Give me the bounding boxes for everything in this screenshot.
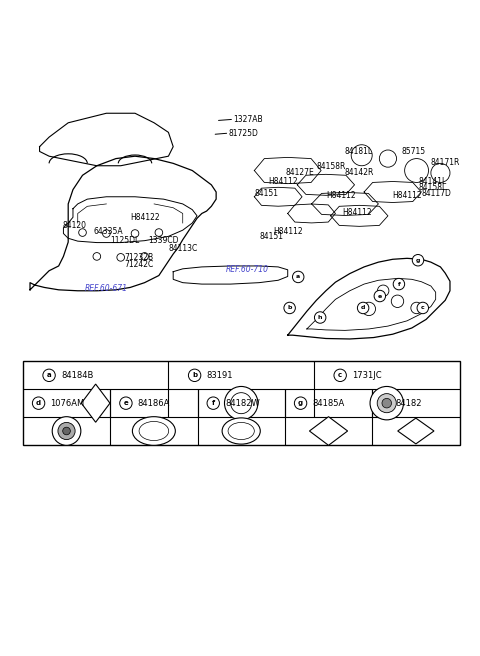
Circle shape [52,417,81,445]
Circle shape [231,393,252,414]
Text: H84112: H84112 [326,192,356,200]
Text: H84112: H84112 [393,192,422,200]
Circle shape [79,229,86,236]
Text: H84112: H84112 [269,176,298,186]
Text: 1339CD: 1339CD [148,236,179,245]
Text: 84181L: 84181L [345,147,373,156]
Text: 81725D: 81725D [228,129,258,138]
Text: 84184B: 84184B [61,371,94,380]
Circle shape [393,278,405,290]
Polygon shape [81,384,110,422]
Ellipse shape [228,422,254,440]
FancyBboxPatch shape [23,361,459,445]
Circle shape [117,254,124,261]
Text: e: e [123,400,128,406]
Circle shape [379,150,396,167]
Text: 84127E: 84127E [285,169,314,177]
Text: 1327AB: 1327AB [233,115,263,124]
Circle shape [417,302,429,314]
Circle shape [207,397,219,409]
Circle shape [63,427,71,435]
Circle shape [314,312,326,323]
Circle shape [294,397,307,409]
Ellipse shape [222,418,260,444]
Text: 84117D: 84117D [421,189,451,198]
Text: 84185A: 84185A [312,399,345,407]
Text: c: c [338,373,342,379]
Text: 71242C: 71242C [124,260,154,269]
Text: 1076AM: 1076AM [50,399,85,407]
Circle shape [189,369,201,382]
Text: 84182W: 84182W [225,399,260,407]
Circle shape [141,253,148,260]
Text: 71232B: 71232B [124,253,154,262]
Circle shape [370,386,404,420]
Text: 84141L: 84141L [419,176,447,186]
Text: 84171R: 84171R [431,158,460,167]
Text: f: f [397,281,400,287]
Text: H84122: H84122 [130,213,160,222]
Polygon shape [310,417,348,445]
Text: h: h [318,315,323,320]
Circle shape [131,230,139,237]
Text: 85715: 85715 [401,147,425,156]
Circle shape [58,422,75,440]
Text: 84151: 84151 [259,232,283,241]
Circle shape [284,302,295,314]
Text: 1125DL: 1125DL [110,236,140,245]
Ellipse shape [139,421,168,441]
Text: a: a [47,373,51,379]
Text: d: d [361,306,365,310]
Circle shape [391,295,404,308]
Circle shape [351,145,372,166]
Text: 84120: 84120 [62,221,86,230]
Circle shape [377,394,396,413]
Text: REF.60-671: REF.60-671 [85,284,128,293]
Text: 84113C: 84113C [168,244,198,253]
Circle shape [405,159,429,182]
Text: f: f [212,400,215,406]
Circle shape [358,302,369,314]
Circle shape [292,271,304,283]
Text: REF.60-710: REF.60-710 [226,265,269,274]
Text: 84182: 84182 [395,399,421,407]
Text: d: d [36,400,41,406]
Circle shape [382,398,392,408]
Circle shape [362,302,375,316]
Circle shape [377,285,389,297]
Text: H84112: H84112 [274,226,303,236]
Text: 64335A: 64335A [93,227,123,236]
Circle shape [225,386,258,420]
Text: 1731JC: 1731JC [352,371,382,380]
Circle shape [120,397,132,409]
Text: g: g [298,400,303,406]
Text: 84151: 84151 [254,189,278,198]
Circle shape [431,163,450,182]
Text: e: e [378,293,382,298]
Text: 83191: 83191 [206,371,233,380]
Circle shape [43,369,55,382]
Circle shape [334,369,347,382]
Text: b: b [192,373,197,379]
Text: g: g [416,258,420,263]
Circle shape [103,230,110,237]
Polygon shape [398,418,434,444]
Text: 84142R: 84142R [345,169,374,177]
Text: a: a [296,274,300,279]
Text: H84112: H84112 [343,207,372,216]
Text: 84158L: 84158L [419,183,447,192]
Text: 84186A: 84186A [138,399,170,407]
Circle shape [32,397,45,409]
Circle shape [155,229,163,236]
Circle shape [411,302,422,314]
Text: 84158R: 84158R [316,162,346,171]
Text: c: c [421,306,425,310]
Ellipse shape [132,417,175,445]
Text: b: b [288,306,292,310]
Circle shape [412,255,424,266]
Circle shape [374,291,385,302]
Circle shape [93,253,101,260]
